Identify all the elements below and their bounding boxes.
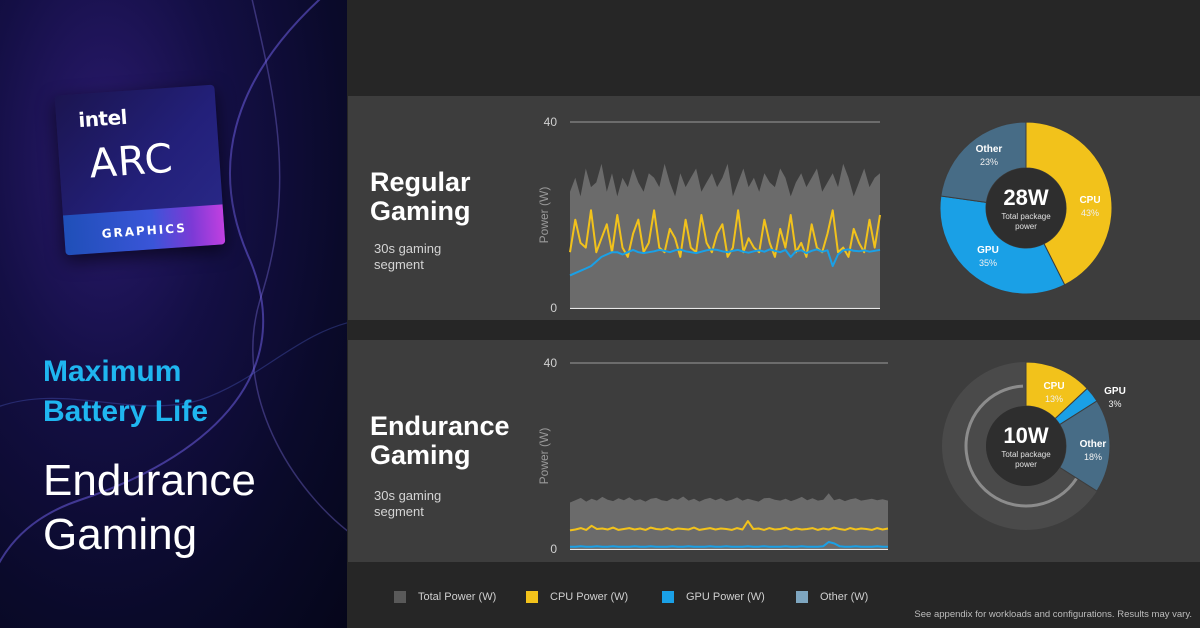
slice-label: CPU — [1079, 195, 1100, 206]
slice-label: Other — [1080, 439, 1107, 450]
center-label: power — [1015, 460, 1037, 469]
row-segment-note: 30s gaming segment — [374, 488, 441, 520]
hero-title: Maximum Battery Life — [43, 352, 208, 432]
series-line-gpu-power — [569, 248, 881, 277]
series-line-gpu-power — [570, 541, 888, 548]
slice-label: GPU — [977, 245, 999, 256]
slice-label: GPU — [1104, 386, 1126, 397]
slice-label: CPU — [1043, 381, 1064, 392]
row-title-line1: Endurance — [370, 411, 510, 441]
row-segment-line1: 30s gaming — [374, 488, 442, 503]
slice-percent-label: 43% — [1081, 208, 1099, 218]
y-tick-label: 40 — [544, 356, 558, 370]
row-segment-line1: 30s gaming — [374, 241, 442, 256]
legend-label: Other (W) — [820, 591, 869, 603]
hero-subtitle-line2: Gaming — [43, 510, 198, 559]
donut-center — [986, 168, 1066, 248]
slice-percent-label: 35% — [979, 258, 997, 268]
row-title: Endurance Gaming — [370, 412, 510, 470]
row-title: Regular Gaming — [370, 168, 471, 226]
y-axis-label: Power (W) — [537, 187, 551, 244]
center-label: power — [1015, 222, 1037, 231]
center-value: 10W — [1003, 423, 1048, 448]
center-label: Total package — [1001, 450, 1051, 459]
slice-percent-label: 18% — [1084, 452, 1102, 462]
legend-item-cpu: CPU Power (W) — [526, 590, 628, 604]
row-segment-line2: segment — [374, 504, 424, 519]
slice-percent-label: 13% — [1045, 394, 1063, 404]
slice-label: Other — [976, 144, 1003, 155]
donut-center — [986, 406, 1066, 486]
row-segment-note: 30s gaming segment — [374, 241, 441, 273]
series-area-total-power — [570, 493, 888, 549]
row-segment-line2: segment — [374, 257, 424, 272]
series-line-cpu-power — [569, 520, 889, 532]
line-chart-regular: 0 40 Power (W) — [537, 115, 881, 315]
hero-title-line2: Battery Life — [43, 395, 209, 428]
legend-item-total: Total Power (W) — [394, 590, 496, 604]
legend-swatch — [526, 591, 538, 603]
decorative-swirl — [0, 0, 347, 564]
legend-item-other: Other (W) — [796, 590, 868, 604]
center-value: 28W — [1003, 185, 1048, 210]
slice-percent-label: 3% — [1108, 399, 1121, 409]
footnote: See appendix for workloads and configura… — [914, 609, 1192, 620]
hero-subtitle-line1: Endurance — [43, 456, 256, 505]
row-title-line1: Regular — [370, 167, 471, 197]
line-chart-endurance: 0 40 Power (W) — [537, 356, 889, 556]
y-tick-label: 0 — [550, 542, 557, 556]
row-title-line2: Gaming — [370, 440, 471, 470]
slice-percent-label: 23% — [980, 157, 998, 167]
series-line-cpu-power — [569, 209, 881, 258]
row-title-line2: Gaming — [370, 196, 471, 226]
y-tick-label: 0 — [550, 301, 557, 315]
hero-title-line1: Maximum — [43, 355, 182, 388]
y-tick-label: 40 — [544, 115, 558, 129]
legend-label: Total Power (W) — [418, 591, 497, 603]
center-label: Total package — [1001, 212, 1051, 221]
hero-panel: intel ARC GRAPHICS Maximum Battery Life … — [0, 0, 347, 628]
legend-item-gpu: GPU Power (W) — [662, 590, 765, 604]
legend-swatch — [394, 591, 406, 603]
legend-label: CPU Power (W) — [550, 591, 629, 603]
legend-label: GPU Power (W) — [686, 591, 765, 603]
donut-regular: CPU 43% GPU 35% Other 23% 28W Total packagepowe… — [939, 121, 1113, 295]
y-axis-label: Power (W) — [537, 428, 551, 485]
legend-swatch — [796, 591, 808, 603]
legend: Total Power (W) CPU Power (W) GPU Power … — [348, 576, 1200, 628]
legend-swatch — [662, 591, 674, 603]
hero-subtitle: Endurance Gaming — [43, 454, 256, 562]
